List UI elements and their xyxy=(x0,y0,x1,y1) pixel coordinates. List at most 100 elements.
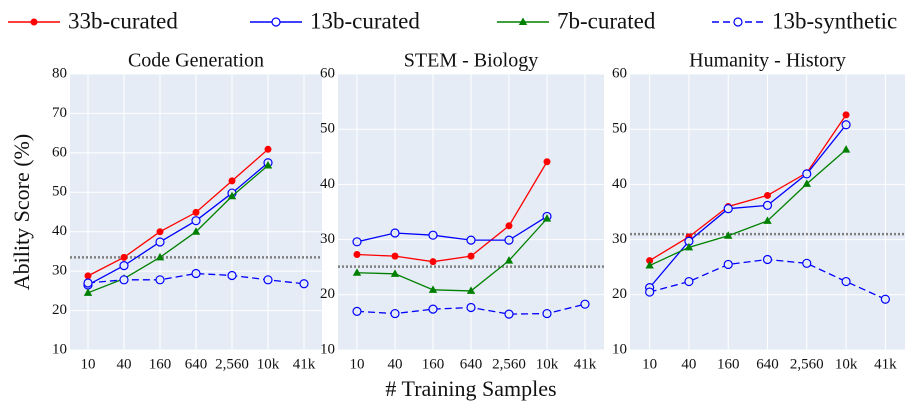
point xyxy=(83,278,93,288)
point xyxy=(119,261,129,271)
point xyxy=(299,279,309,289)
point xyxy=(428,230,438,240)
point xyxy=(646,257,654,265)
point xyxy=(83,288,93,296)
series-line xyxy=(87,162,269,286)
point xyxy=(842,111,850,119)
point xyxy=(580,299,590,309)
x-tick-label: 640 xyxy=(756,356,779,372)
point xyxy=(762,254,773,265)
series-line xyxy=(356,218,548,292)
point xyxy=(391,252,399,260)
series-line xyxy=(356,161,548,263)
point xyxy=(156,228,164,236)
chart-title: Humanity - History xyxy=(689,50,846,72)
series-line xyxy=(649,114,847,262)
point xyxy=(841,276,851,287)
x-tick-label: 40 xyxy=(388,356,403,372)
point xyxy=(466,235,476,245)
point xyxy=(352,268,362,276)
legend-marker xyxy=(733,17,743,27)
point xyxy=(353,251,361,259)
point xyxy=(263,160,273,169)
point xyxy=(723,204,733,214)
point xyxy=(645,287,655,297)
x-tick-label: 10 xyxy=(350,356,365,372)
x-tick-label: 10k xyxy=(257,356,280,372)
point xyxy=(119,275,129,285)
point xyxy=(466,302,476,313)
y-tick-label: 10 xyxy=(320,341,335,357)
legend-label: 7b-curated xyxy=(557,8,656,33)
point xyxy=(191,227,201,235)
point xyxy=(352,237,362,247)
point xyxy=(504,309,514,319)
x-tick-label: 160 xyxy=(149,356,172,372)
x-tick-label: 41k xyxy=(574,356,597,372)
point xyxy=(155,237,165,247)
series-line xyxy=(649,124,847,289)
point xyxy=(390,308,400,319)
y-tick-label: 30 xyxy=(320,231,335,247)
x-tick-label: 40 xyxy=(117,356,132,372)
point xyxy=(84,272,92,280)
legend-marker xyxy=(30,18,38,26)
series-line xyxy=(356,215,548,243)
point xyxy=(802,179,811,187)
legend-marker xyxy=(271,17,281,27)
y-tick-label: 50 xyxy=(52,184,67,200)
point xyxy=(155,275,165,285)
x-axis-label: # Training Samples xyxy=(385,376,556,401)
x-tick-label: 41k xyxy=(293,356,316,372)
y-tick-label: 30 xyxy=(612,231,627,247)
point xyxy=(880,294,890,304)
point xyxy=(504,256,514,264)
y-tick-label: 40 xyxy=(320,176,335,192)
y-tick-label: 50 xyxy=(320,121,335,137)
point xyxy=(352,306,362,316)
y-tick-label: 10 xyxy=(52,341,67,357)
point xyxy=(684,242,694,251)
x-tick-label: 10k xyxy=(536,356,559,372)
y-tick-label: 50 xyxy=(612,121,627,137)
point xyxy=(543,158,551,166)
point xyxy=(428,304,438,314)
point xyxy=(504,235,514,245)
point xyxy=(802,169,812,179)
x-tick-label: 10k xyxy=(835,356,858,372)
x-tick-label: 10 xyxy=(81,356,96,372)
chart-title: Code Generation xyxy=(128,50,264,72)
x-tick-label: 640 xyxy=(185,356,208,372)
y-tick-label: 40 xyxy=(52,223,67,239)
point xyxy=(155,252,165,261)
legend-label: 13b-curated xyxy=(310,8,420,33)
point xyxy=(542,214,552,222)
point xyxy=(764,191,771,199)
y-tick-label: 60 xyxy=(320,65,335,81)
y-tick-label: 20 xyxy=(320,286,335,302)
y-tick-label: 20 xyxy=(52,302,67,318)
point xyxy=(684,276,694,287)
point xyxy=(228,177,236,185)
legend-label: 33b-curated xyxy=(68,8,178,33)
x-tick-label: 2,560 xyxy=(790,356,824,372)
point xyxy=(191,268,201,279)
point xyxy=(390,269,400,277)
point xyxy=(428,285,438,293)
x-tick-label: 41k xyxy=(874,356,897,372)
x-tick-label: 10 xyxy=(642,356,657,372)
x-tick-label: 640 xyxy=(460,356,483,372)
y-tick-label: 70 xyxy=(52,105,67,121)
chart-title: STEM - Biology xyxy=(404,50,538,72)
point xyxy=(429,258,437,266)
point xyxy=(645,261,654,269)
x-tick-label: 2,560 xyxy=(215,356,249,372)
x-tick-label: 2,560 xyxy=(492,356,526,372)
point xyxy=(723,259,733,270)
point xyxy=(263,275,273,285)
point xyxy=(466,286,476,294)
point xyxy=(467,252,475,260)
legend-label: 13b-synthetic xyxy=(772,8,897,33)
